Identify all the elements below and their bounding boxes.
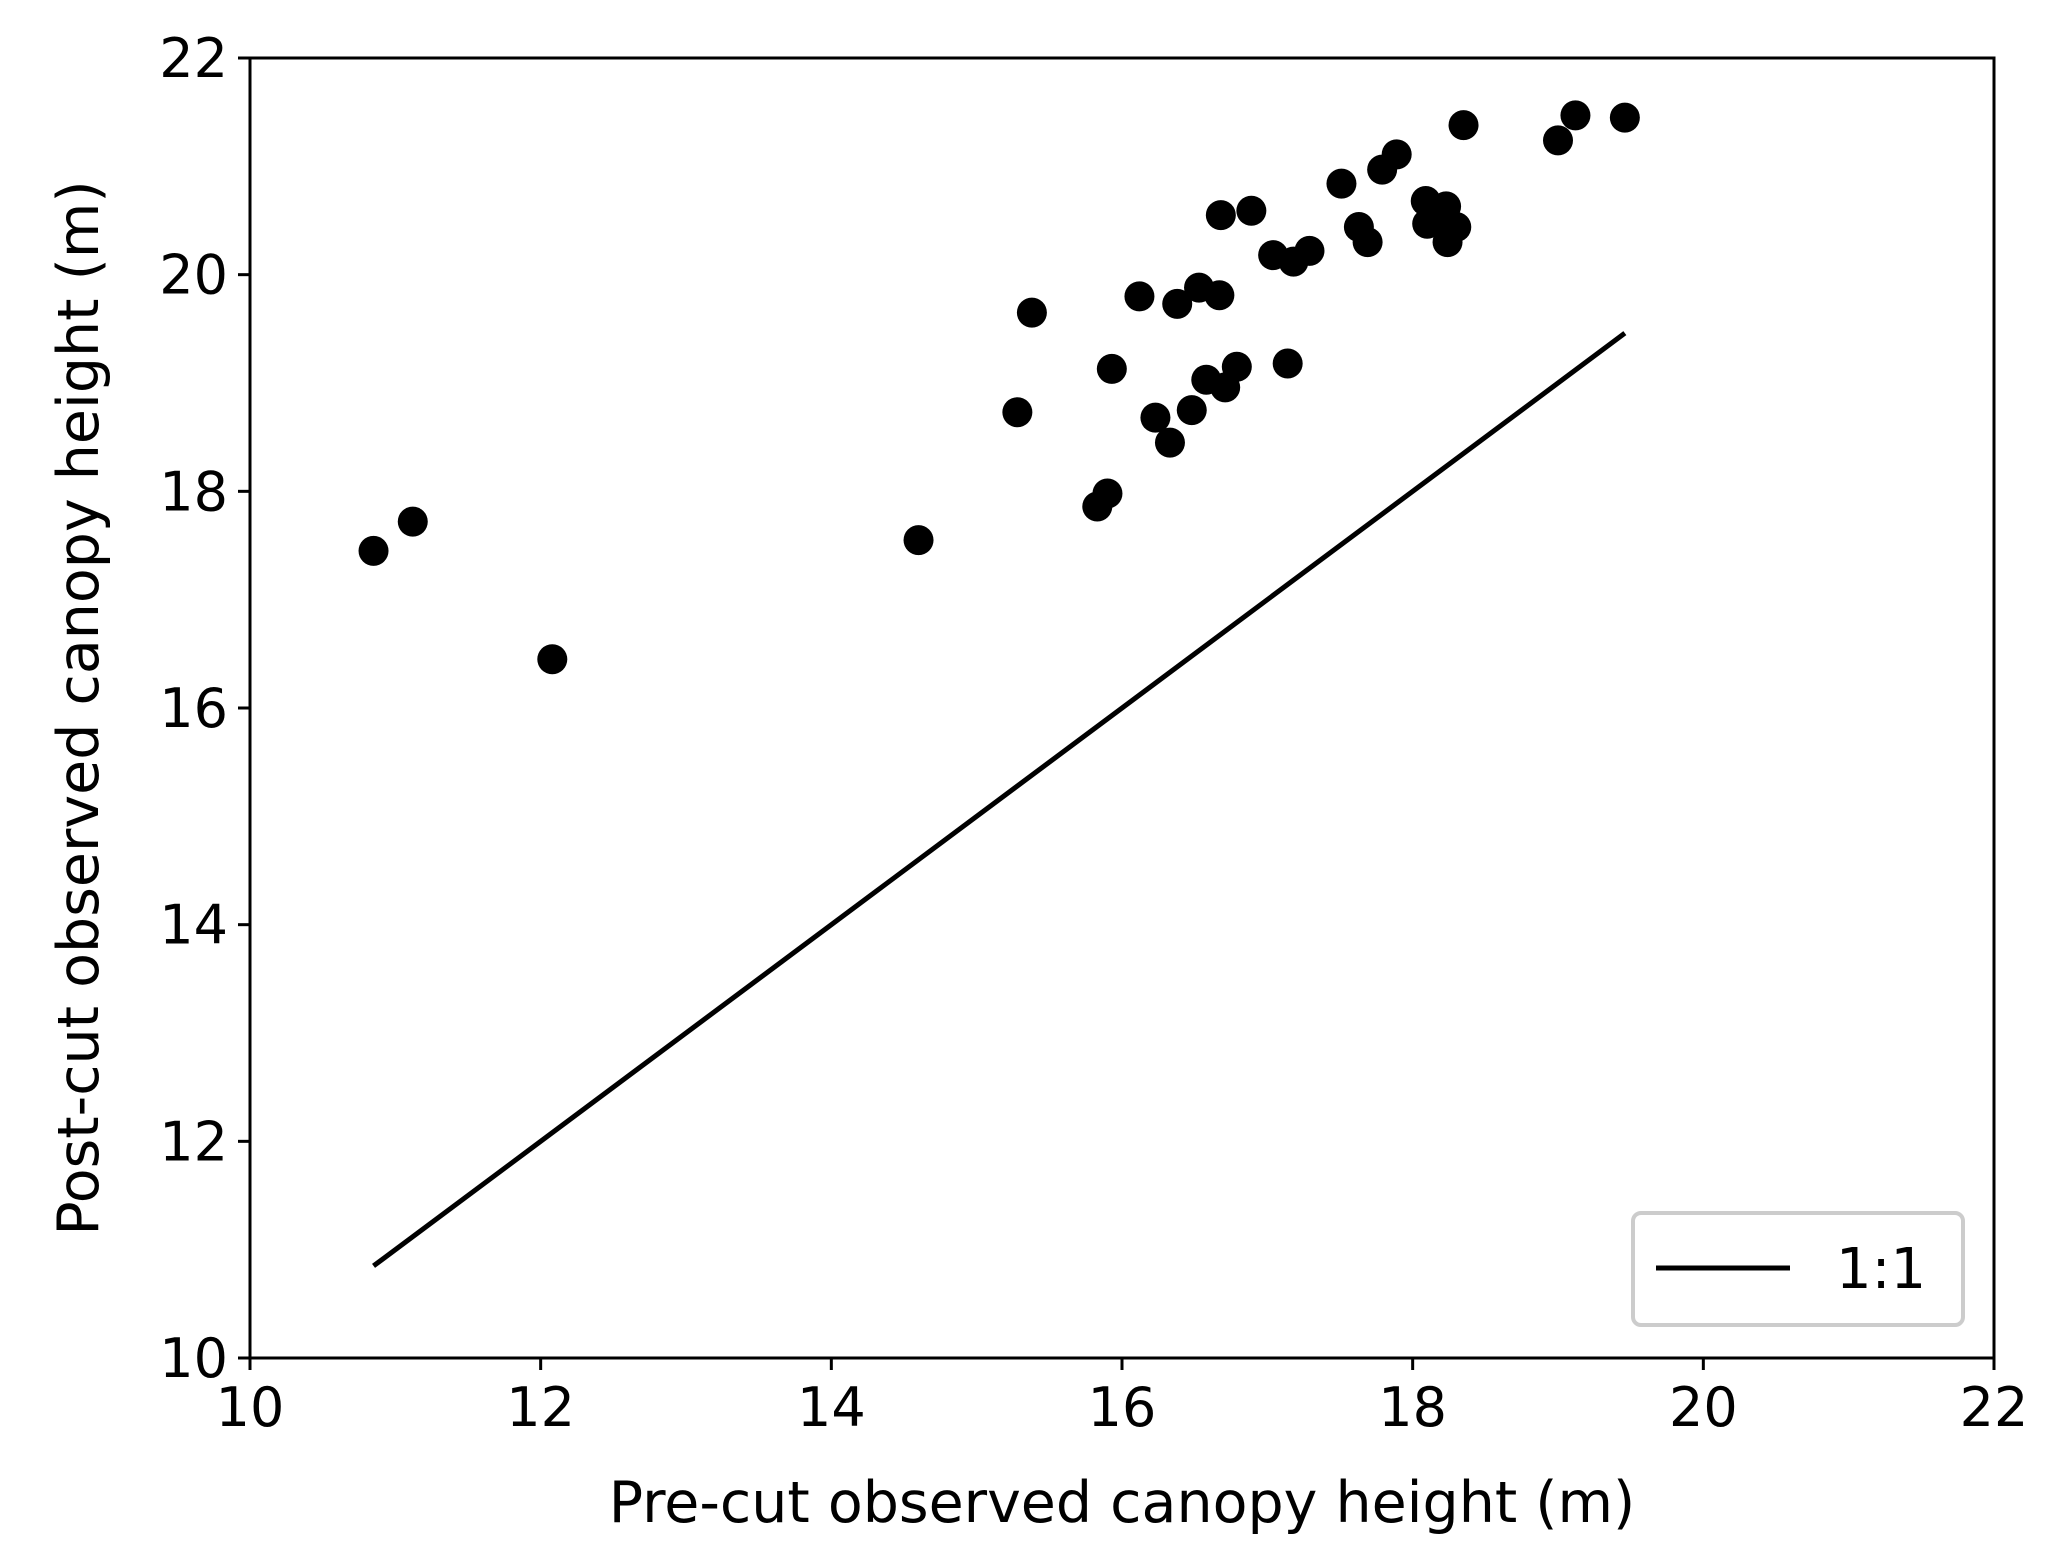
x-tick-label: 22: [1960, 1376, 2029, 1439]
ticks-layer: 10 12 14 16 18 20 22 10 12 14 16 18 20 22: [159, 27, 2028, 1439]
y-axis-label: Post-cut observed canopy height (m): [46, 180, 112, 1235]
legend-label-1-to-1: 1:1: [1836, 1237, 1926, 1302]
scatter-point: [1124, 281, 1155, 312]
x-tick-label: 12: [506, 1376, 575, 1439]
legend-box: [1631, 1211, 1965, 1327]
one-to-one-line: [372, 331, 1627, 1268]
scatter-point: [1272, 348, 1303, 379]
scatter-point: [1204, 280, 1235, 311]
scatter-point: [1205, 200, 1236, 231]
y-tick-label: 22: [159, 27, 228, 90]
scatter-point: [1002, 397, 1033, 428]
y-tick-label: 16: [159, 677, 228, 740]
scatter-point: [1176, 395, 1207, 426]
scatter-point: [1609, 102, 1640, 133]
marks-layer: [358, 100, 1640, 1268]
x-tick-label: 18: [1378, 1376, 1447, 1439]
legend: 1:1: [1631, 1211, 1965, 1327]
scatter-point: [1096, 353, 1127, 384]
scatter-point: [358, 535, 389, 566]
scatter-point: [1092, 478, 1123, 509]
scatter-point: [903, 525, 934, 556]
y-tick-label: 12: [159, 1110, 228, 1173]
scatter-point: [1162, 288, 1193, 319]
scatter-point: [1326, 168, 1357, 199]
x-tick-label: 10: [216, 1376, 285, 1439]
y-tick-label: 18: [159, 460, 228, 523]
x-axis-label: Pre-cut observed canopy height (m): [609, 1470, 1636, 1536]
scatter-point: [1448, 110, 1479, 141]
scatter-point: [1154, 427, 1185, 458]
scatter-point: [1016, 297, 1047, 328]
scatter-point: [1560, 100, 1591, 131]
scatter-point: [1236, 195, 1267, 226]
scatter-point: [1352, 227, 1383, 258]
scatter-point: [537, 644, 568, 675]
scatter-point: [1294, 235, 1325, 266]
scatter-point: [1543, 125, 1573, 156]
x-tick-label: 16: [1088, 1376, 1157, 1439]
scatter-point: [1140, 402, 1171, 433]
scatter-point: [1221, 351, 1252, 382]
x-tick-label: 20: [1669, 1376, 1738, 1439]
x-tick-label: 14: [797, 1376, 866, 1439]
y-tick-label: 10: [159, 1327, 228, 1390]
y-tick-label: 20: [159, 244, 228, 307]
scatter-point: [397, 506, 428, 537]
scatter-point: [1441, 212, 1472, 242]
scatter-point: [1381, 139, 1412, 170]
y-tick-label: 14: [159, 894, 228, 957]
